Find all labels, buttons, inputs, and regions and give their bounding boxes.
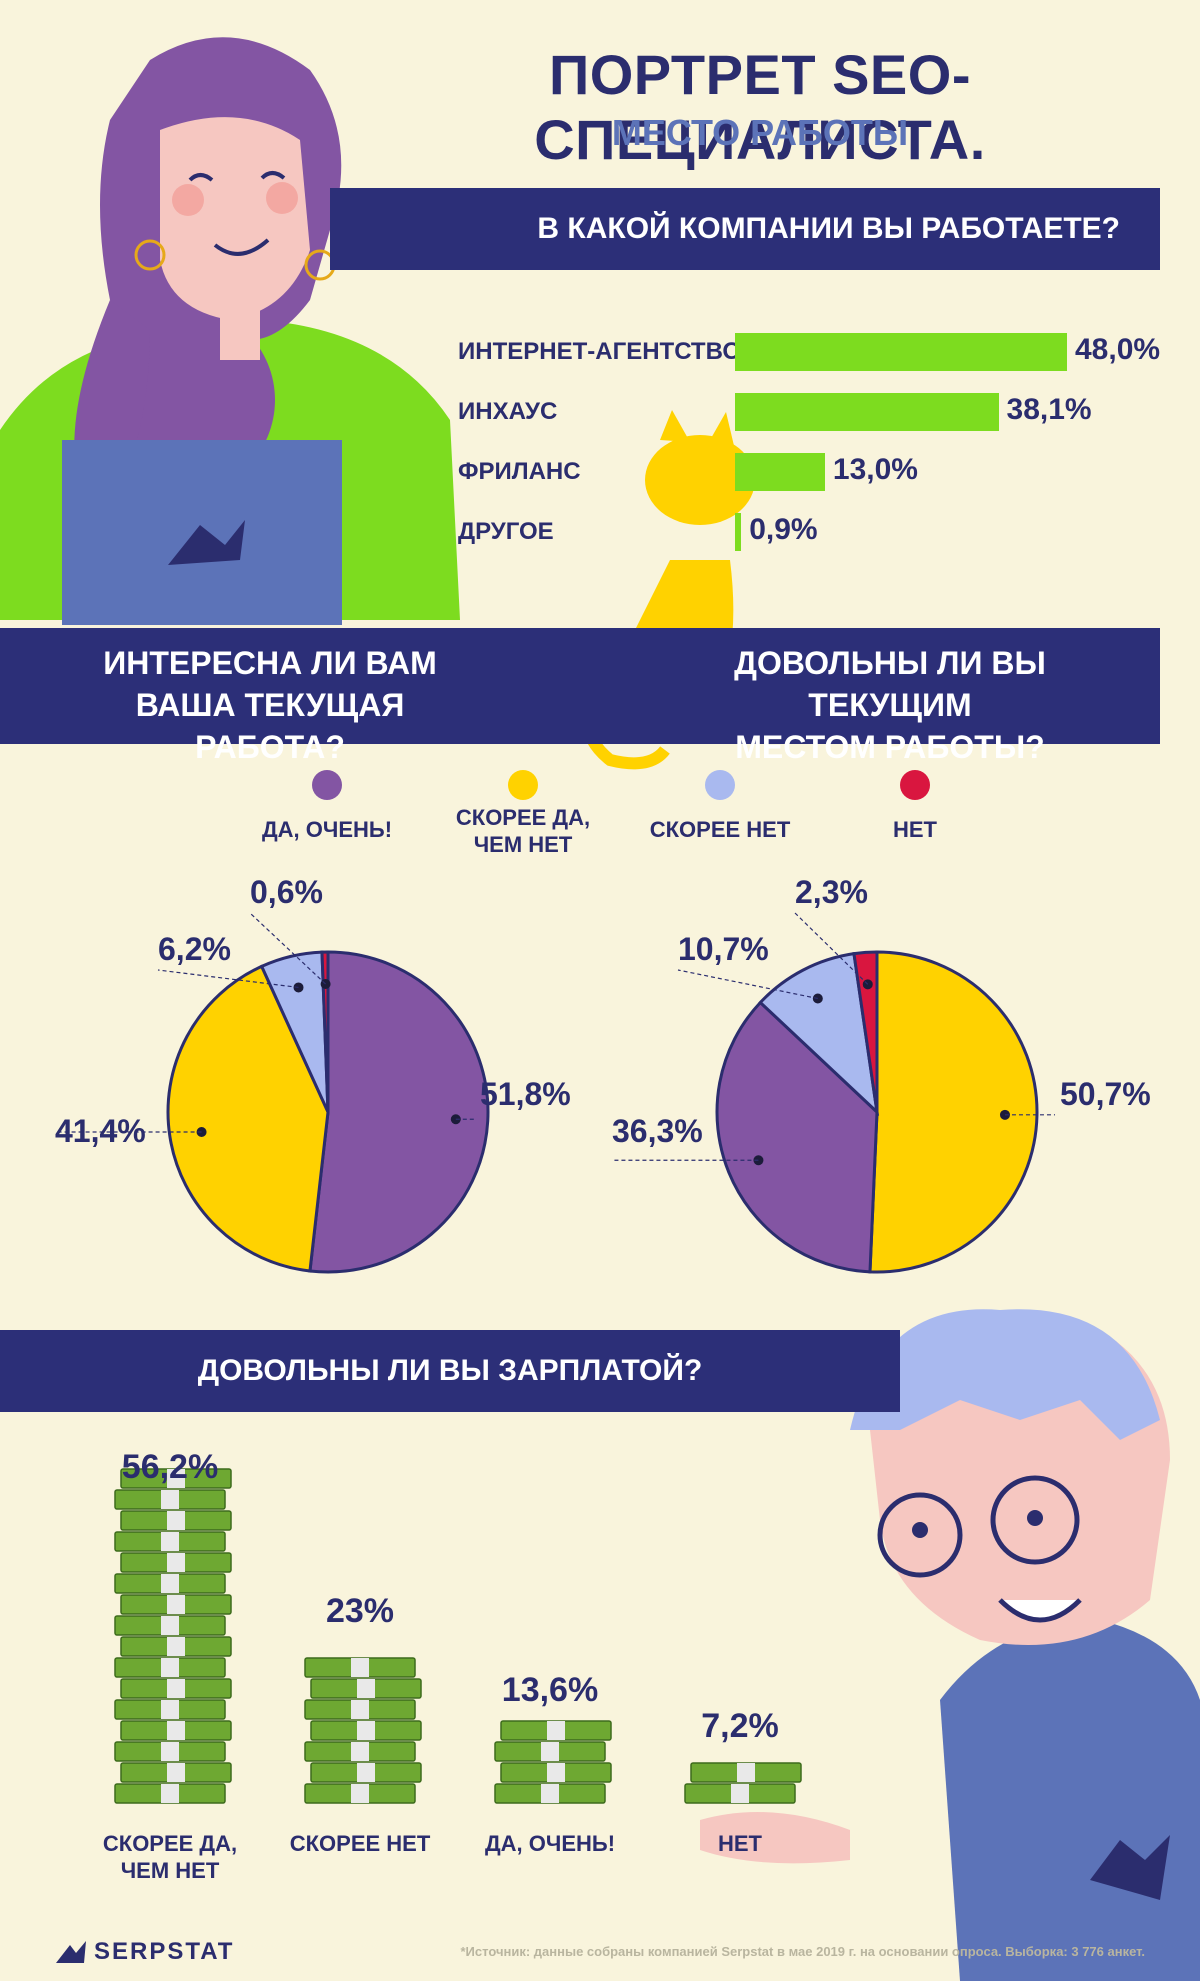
company-bar-value: 0,9% <box>749 513 818 546</box>
legend-label: СКОРЕЕ ДА, ЧЕМ НЕТ <box>455 805 591 857</box>
serpstat-logo: SERPSTAT <box>56 1938 234 1966</box>
salary-value: 56,2% <box>121 1448 219 1486</box>
company-bar-value: 13,0% <box>832 453 918 486</box>
salary-category: СКОРЕЕ ДА, ЧЕМ НЕТ <box>102 1831 238 1883</box>
legend-label: НЕТ <box>893 817 937 842</box>
legend-dot <box>508 770 538 800</box>
salary-category: НЕТ <box>718 1831 762 1856</box>
company-bar-value: 48,0% <box>1075 333 1161 366</box>
pie-slice-label: 50,7% <box>1060 1076 1151 1112</box>
satisfaction-question: ДОВОЛЬНЫ ЛИ ВЫ ТЕКУЩИМ МЕСТОМ РАБОТЫ? <box>734 645 1046 765</box>
legend-dot <box>900 770 930 800</box>
page-subtitle: МЕСТО РАБОТЫ <box>611 112 909 153</box>
money-stack <box>114 1468 232 1804</box>
company-bar <box>735 393 999 431</box>
salary-question: ДОВОЛЬНЫ ЛИ ВЫ ЗАРПЛАТОЙ? <box>197 1354 703 1387</box>
pie-slice <box>852 950 879 1113</box>
interest-question: ИНТЕРЕСНА ЛИ ВАМ ВАША ТЕКУЩАЯ РАБОТА? <box>103 645 437 765</box>
pie-slice-label: 41,4% <box>55 1113 146 1149</box>
pie-slice <box>715 1000 879 1274</box>
pie-slice <box>166 964 330 1273</box>
company-bar <box>735 453 825 491</box>
company-bar <box>735 513 742 551</box>
page-title: ПОРТРЕТ SEO-СПЕЦИАЛИСТА. <box>534 43 986 171</box>
salary-category: СКОРЕЕ НЕТ <box>289 1831 431 1856</box>
money-stack <box>304 1657 422 1804</box>
legend-label: СКОРЕЕ НЕТ <box>649 817 791 842</box>
pie-slice-label: 51,8% <box>480 1076 571 1112</box>
pie-leader-line <box>794 912 869 985</box>
pie-slice <box>308 950 490 1274</box>
pie-leader-line <box>157 969 299 989</box>
pie-slice <box>320 950 330 1113</box>
company-bar-label: ФРИЛАНС <box>458 458 581 485</box>
source-note: *Источник: данные собраны компанией Serp… <box>460 1944 1146 1959</box>
woman-illustration <box>0 37 460 625</box>
legend-dot <box>312 770 342 800</box>
company-bar <box>735 333 1067 371</box>
salary-money-stacks <box>114 1468 802 1804</box>
pie-slice-label: 2,3% <box>795 874 868 910</box>
pie-slice-label: 0,6% <box>250 874 323 910</box>
money-stack <box>494 1720 612 1804</box>
pie-leader-line <box>677 969 818 1000</box>
pie-charts: 51,8% 41,4% 6,2% 0,6% 50,7% 36,3% 10,7% 2,3% <box>55 874 1151 1274</box>
company-bar-label: ИНХАУС <box>458 398 558 425</box>
salary-category: ДА, ОЧЕНЬ! <box>484 1831 616 1856</box>
money-stack <box>684 1762 802 1804</box>
company-bar-label: ИНТЕРНЕТ-АГЕНТСТВО <box>458 338 741 365</box>
company-bar-label: ДРУГОЕ <box>458 518 554 545</box>
legend-dot <box>705 770 735 800</box>
pie-questions-banner: ИНТЕРЕСНА ЛИ ВАМ ВАША ТЕКУЩАЯ РАБОТА? ДО… <box>0 628 1160 765</box>
salary-question-banner: ДОВОЛЬНЫ ЛИ ВЫ ЗАРПЛАТОЙ? <box>0 1330 900 1412</box>
salary-value: 23% <box>325 1592 395 1630</box>
pie-slice-label: 6,2% <box>158 931 231 967</box>
pie-slice <box>868 950 1039 1274</box>
company-question: В КАКОЙ КОМПАНИИ ВЫ РАБОТАЕТЕ? <box>537 212 1120 245</box>
company-question-banner: В КАКОЙ КОМПАНИИ ВЫ РАБОТАЕТЕ? <box>330 188 1160 270</box>
logo-text: SERPSTAT <box>94 1938 235 1965</box>
man-illustration <box>700 1309 1200 1981</box>
pie-slice-label: 36,3% <box>612 1113 703 1149</box>
pie-slice-label: 10,7% <box>678 931 769 967</box>
salary-value: 13,6% <box>501 1671 599 1709</box>
serpstat-logo-icon <box>56 1941 86 1963</box>
legend-label: ДА, ОЧЕНЬ! <box>261 817 393 842</box>
salary-value: 7,2% <box>701 1707 779 1745</box>
pie-leader-line <box>249 912 326 985</box>
company-bar-value: 38,1% <box>1006 393 1092 426</box>
